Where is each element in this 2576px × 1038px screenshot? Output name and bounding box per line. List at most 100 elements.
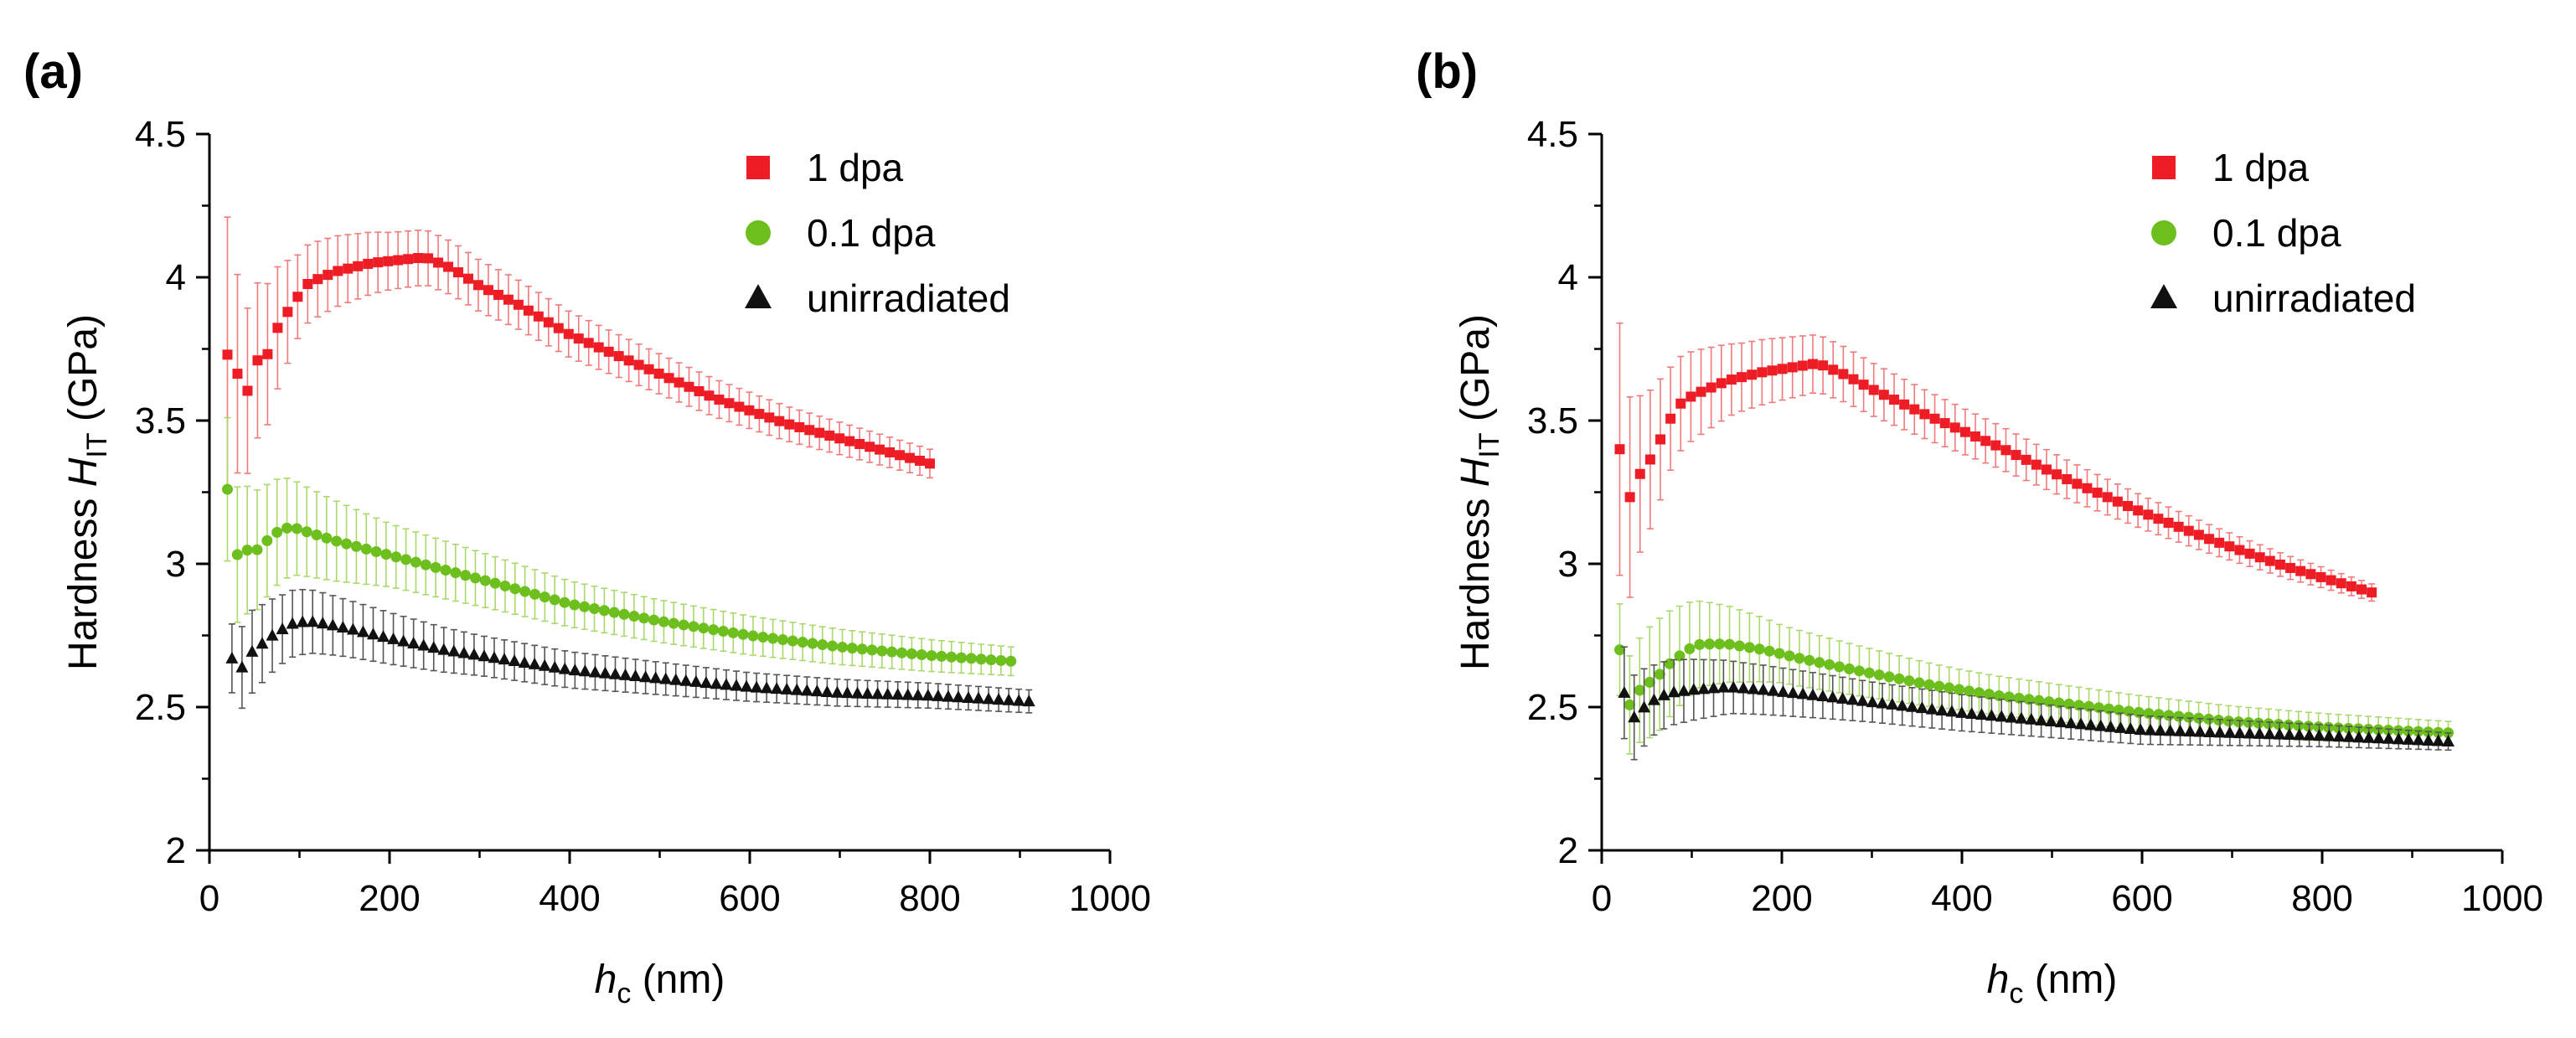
data-point	[694, 385, 705, 396]
data-point	[2295, 565, 2306, 576]
y-axis-title-var: H	[1453, 457, 1498, 487]
data-point	[222, 349, 233, 360]
legend-marker	[2152, 156, 2176, 179]
data-point	[528, 657, 541, 669]
data-point	[472, 280, 483, 291]
data-point	[2041, 464, 2052, 475]
data-point	[1704, 638, 1716, 650]
data-point	[1747, 369, 1758, 380]
data-point	[2273, 727, 2286, 740]
y-axis-title-unit: (GPa)	[1453, 314, 1498, 432]
data-point	[1012, 694, 1025, 706]
data-point	[932, 689, 945, 701]
data-point	[593, 342, 604, 353]
data-point	[2234, 545, 2245, 555]
data-point	[450, 567, 462, 579]
data-point	[1933, 680, 1945, 692]
data-point	[1724, 638, 1736, 650]
data-point	[2422, 733, 2435, 746]
data-point	[373, 257, 384, 268]
data-point	[430, 561, 441, 573]
data-point	[573, 333, 584, 344]
data-point	[1944, 682, 1955, 694]
data-point	[896, 647, 908, 658]
data-point	[2025, 712, 2038, 725]
data-point	[2021, 454, 2031, 465]
data-point	[956, 652, 968, 664]
data-point	[1975, 708, 1989, 720]
data-point	[2336, 578, 2346, 589]
data-point	[720, 678, 733, 690]
data-point	[291, 523, 302, 534]
data-point	[1970, 431, 1981, 442]
data-point	[1716, 680, 1730, 693]
data-point	[2013, 692, 2025, 704]
data-point	[568, 664, 581, 676]
data-point	[2154, 724, 2167, 736]
data-point	[1844, 663, 1856, 674]
data-point	[2062, 474, 2073, 485]
data-point	[2322, 729, 2336, 741]
data-point	[754, 409, 765, 420]
data-point	[538, 658, 551, 671]
data-point	[533, 311, 544, 322]
data-point	[311, 529, 323, 540]
x-tick-label: 600	[719, 878, 780, 919]
data-point	[770, 682, 783, 695]
data-point	[784, 419, 795, 430]
data-point	[834, 433, 845, 444]
data-point	[1675, 398, 1686, 409]
data-point	[1828, 364, 1839, 375]
data-point	[2233, 716, 2244, 728]
data-point	[548, 660, 561, 673]
data-point	[400, 554, 412, 565]
data-point	[493, 289, 503, 300]
data-point	[1959, 426, 1970, 437]
data-point	[1893, 673, 1905, 684]
data-point	[2283, 719, 2295, 731]
data-point	[1784, 650, 1795, 662]
data-point	[881, 687, 895, 700]
series-unirradiated	[225, 588, 1035, 714]
x-axis-title: hc (nm)	[1987, 958, 2118, 1010]
data-point	[1866, 695, 1879, 708]
data-point	[794, 421, 805, 432]
y-tick-label: 4.5	[1527, 114, 1578, 155]
data-point	[323, 270, 333, 281]
data-point	[2293, 720, 2305, 731]
data-point	[231, 549, 243, 560]
data-point	[710, 677, 723, 689]
y-tick-label: 3.5	[1527, 400, 1578, 442]
data-point	[266, 628, 279, 641]
data-point	[1707, 681, 1721, 694]
data-point	[2183, 711, 2195, 723]
data-point	[1664, 658, 1675, 669]
data-point	[760, 681, 773, 694]
data-point	[840, 686, 854, 699]
data-point	[282, 307, 293, 318]
data-point	[865, 442, 875, 452]
data-point	[2112, 496, 2123, 507]
data-point	[2123, 705, 2135, 717]
data-point	[827, 640, 839, 652]
data-point	[921, 689, 935, 701]
data-point	[2072, 478, 2083, 489]
y-tick-label: 3	[1558, 544, 1578, 585]
data-point	[331, 535, 343, 547]
data-point	[1965, 706, 1979, 719]
panel-a: (a) 0 200 400 600 800 1000 2 2.5 3 3.5 4 4.5 hc (nm) H…	[23, 44, 1151, 1010]
data-point	[462, 273, 473, 284]
data-point	[737, 628, 749, 640]
data-point	[1674, 650, 1685, 662]
data-point	[2023, 694, 2035, 705]
data-point	[1883, 671, 1895, 683]
series-0-1-dpa	[222, 416, 1017, 677]
data-point	[469, 572, 481, 584]
data-point	[420, 559, 431, 571]
data-point	[1716, 378, 1727, 389]
data-point	[1983, 689, 1995, 700]
x-tick-label: 200	[359, 878, 420, 919]
y-tick-label: 2.5	[135, 687, 186, 728]
data-point	[519, 586, 531, 597]
